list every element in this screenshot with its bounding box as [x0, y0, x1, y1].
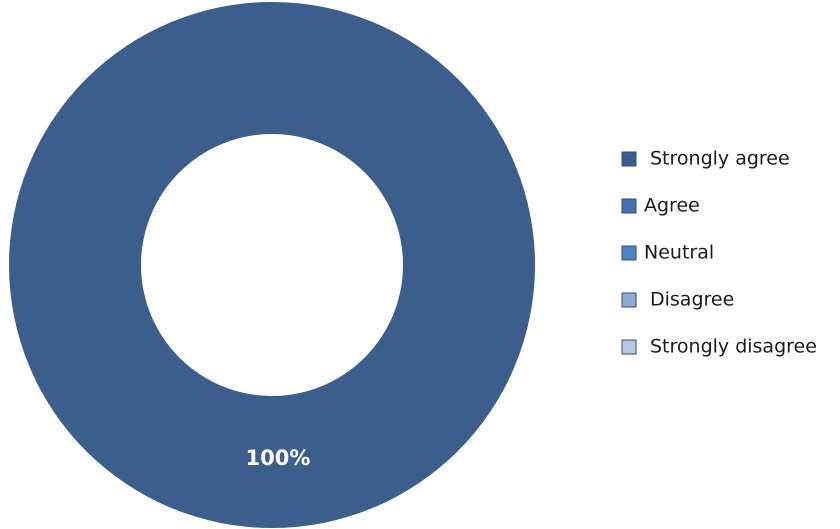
legend-swatch-neutral	[621, 245, 637, 261]
legend-label-disagree: Disagree	[650, 289, 734, 311]
legend-item-strongly-disagree: Strongly disagree	[621, 336, 817, 358]
legend-item-disagree: Disagree	[621, 289, 734, 311]
legend-swatch-strongly-agree	[621, 151, 637, 167]
slice-strongly-agree	[9, 2, 535, 528]
legend-swatch-strongly-disagree	[621, 339, 637, 355]
legend-label-neutral: Neutral	[644, 242, 714, 264]
legend-item-neutral: Neutral	[621, 242, 714, 264]
legend-item-agree: Agree	[621, 195, 700, 217]
legend-label-strongly-agree: Strongly agree	[650, 148, 790, 170]
legend-item-strongly-agree: Strongly agree	[621, 148, 790, 170]
legend: Strongly agree Agree Neutral Disagree Strong…	[621, 148, 817, 358]
data-labels: 100%	[246, 446, 311, 470]
donut-slices	[9, 2, 535, 528]
legend-swatch-agree	[621, 198, 637, 214]
legend-label-strongly-disagree: Strongly disagree	[650, 336, 817, 358]
legend-swatch-disagree	[621, 292, 637, 308]
data-label-strongly-agree: 100%	[246, 446, 311, 470]
legend-label-agree: Agree	[644, 195, 700, 217]
